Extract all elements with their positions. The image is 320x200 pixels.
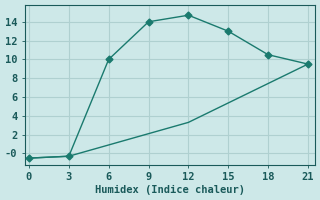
X-axis label: Humidex (Indice chaleur): Humidex (Indice chaleur) xyxy=(95,185,245,195)
